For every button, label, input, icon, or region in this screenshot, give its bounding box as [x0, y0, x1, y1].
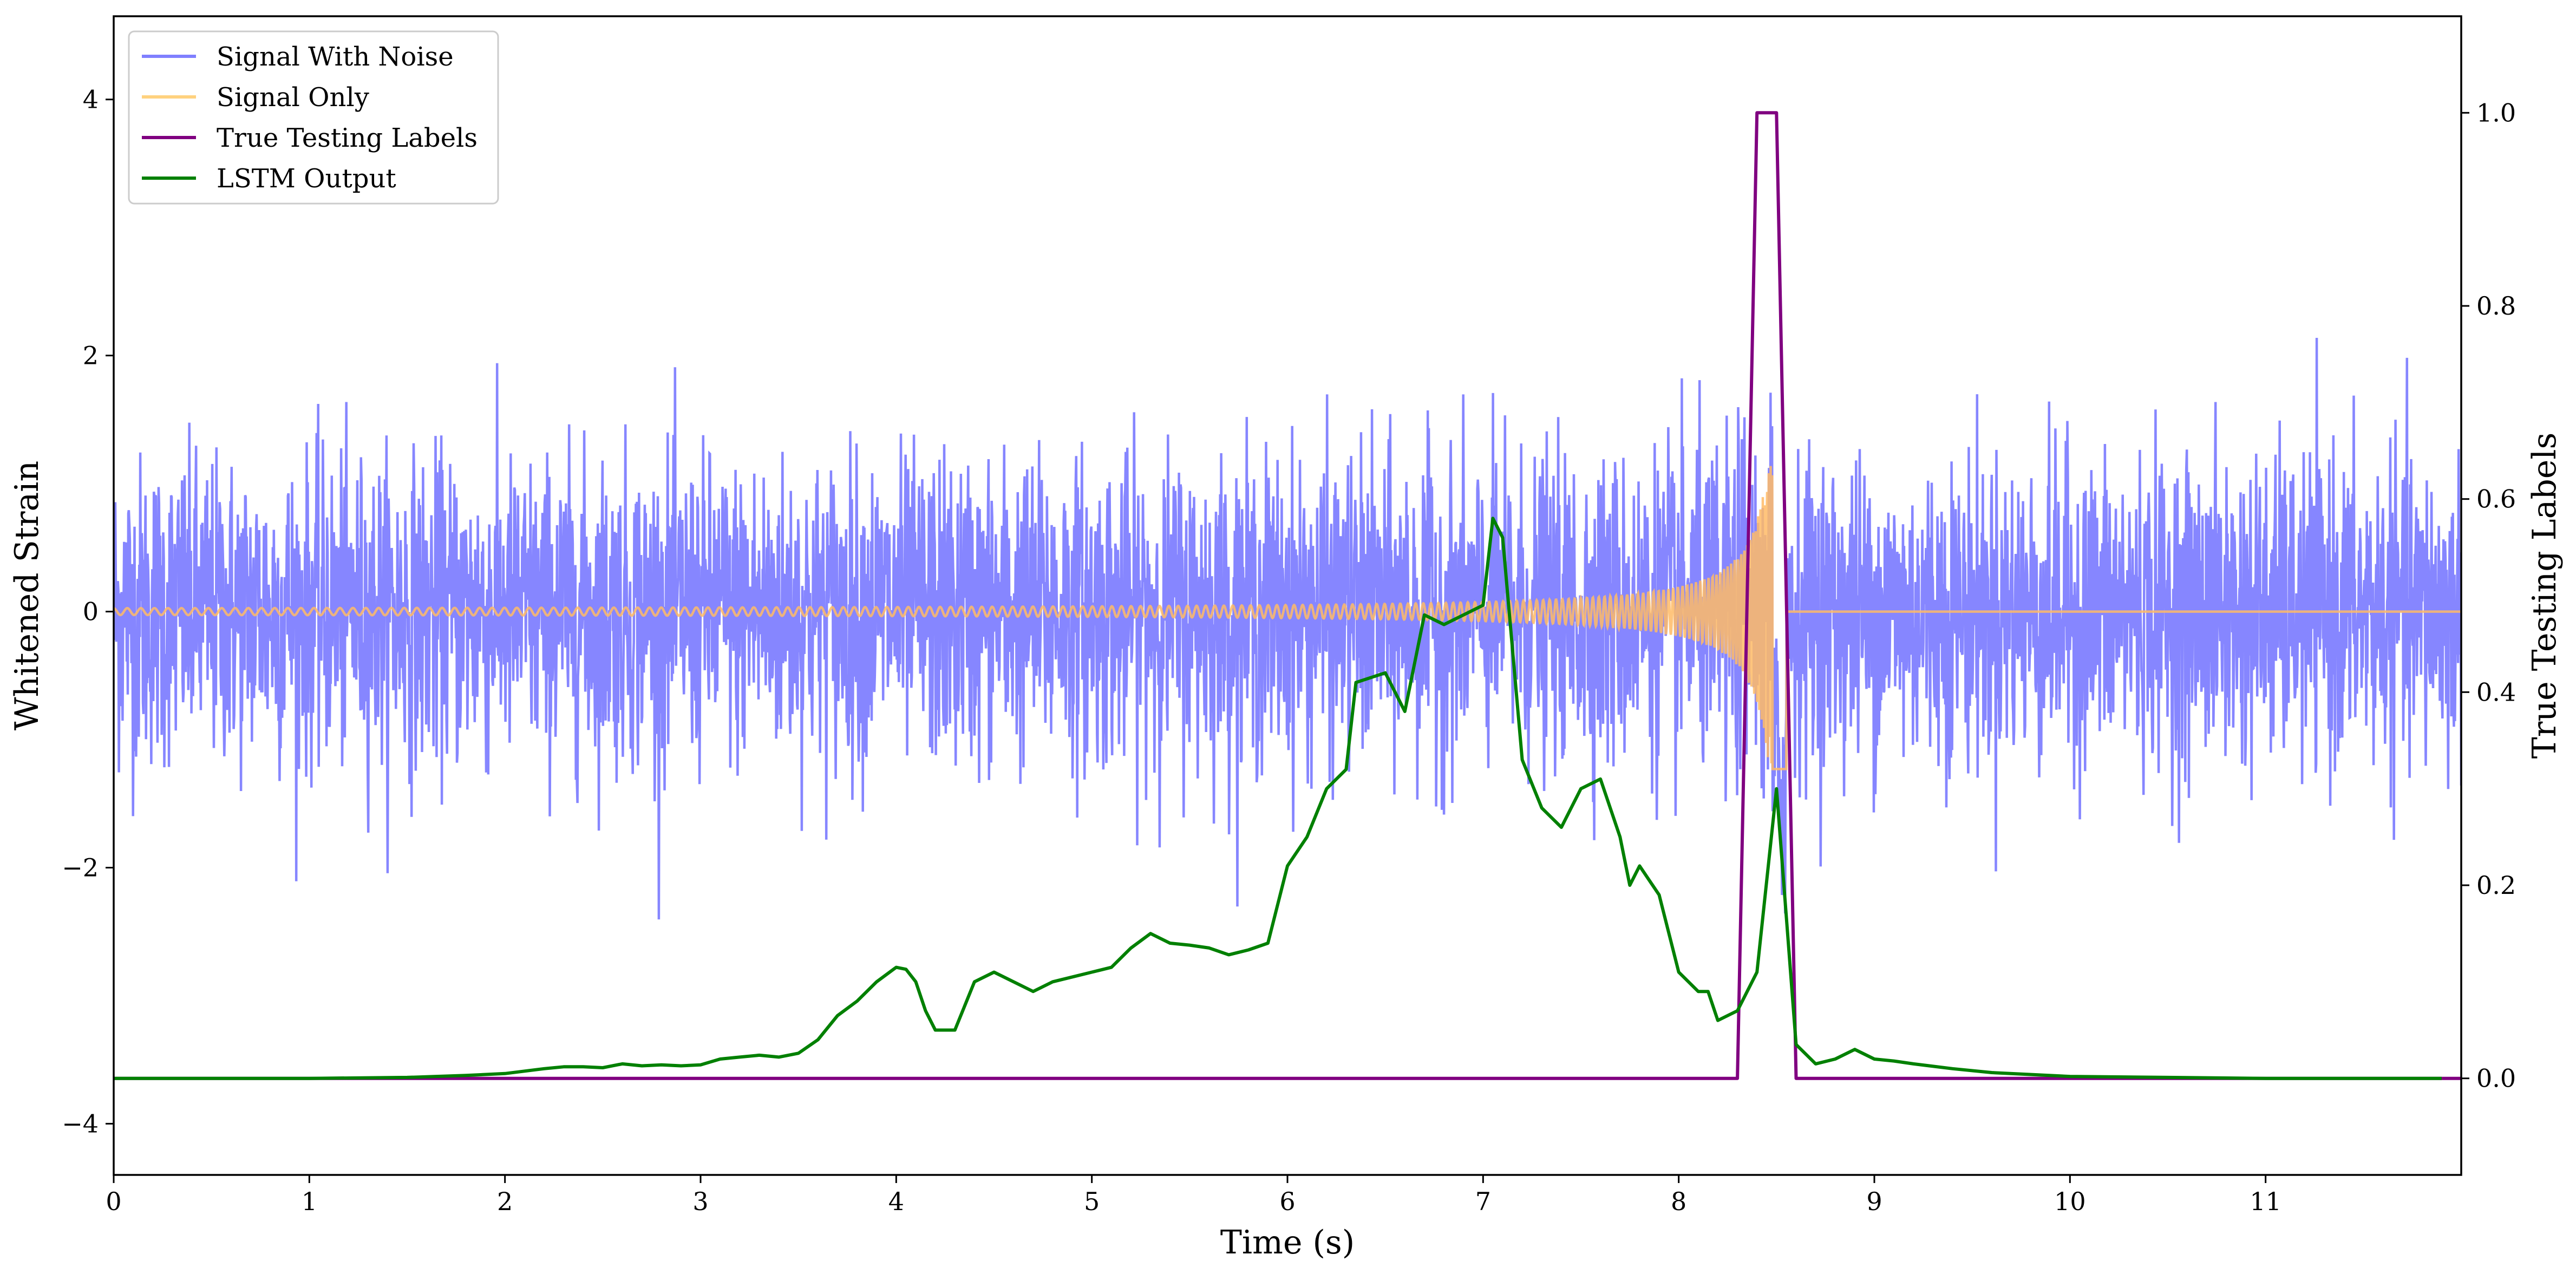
- x-tick-label: 6: [1279, 1187, 1295, 1216]
- series-signal-with-noise: [114, 337, 2461, 920]
- legend-label: LSTM Output: [217, 164, 396, 194]
- y-tick-label-right: 0.4: [2476, 677, 2516, 707]
- legend-label: Signal With Noise: [217, 42, 454, 72]
- x-tick-label: 0: [106, 1187, 121, 1216]
- y-tick-label: −4: [62, 1109, 99, 1138]
- y-tick-label-right: 0.6: [2476, 485, 2516, 514]
- y-axis-label-right: True Testing Labels: [2526, 433, 2564, 759]
- y-tick-label: 2: [83, 341, 99, 370]
- plot-area: [114, 111, 2461, 1080]
- y-tick-label-right: 0.2: [2476, 871, 2516, 900]
- series-lstm-output: [114, 517, 2442, 1080]
- y-tick-label-right: 0.0: [2476, 1064, 2516, 1093]
- x-tick-label: 11: [2250, 1187, 2281, 1216]
- legend-label: Signal Only: [217, 82, 369, 113]
- y-tick-label-right: 0.8: [2476, 291, 2516, 321]
- y-tick-label: 4: [83, 85, 99, 114]
- series-signal-only: [114, 466, 2461, 770]
- x-tick-label: 2: [497, 1187, 513, 1216]
- x-tick-label: 3: [692, 1187, 708, 1216]
- x-tick-label: 8: [1671, 1187, 1686, 1216]
- x-tick-label: 10: [2054, 1187, 2086, 1216]
- x-tick-label: 5: [1084, 1187, 1100, 1216]
- y-tick-label: −2: [62, 853, 99, 882]
- legend-label: True Testing Labels: [217, 123, 478, 153]
- y-tick-label: 0: [83, 597, 99, 626]
- y-tick-label-right: 1.0: [2476, 98, 2516, 127]
- legend-box: [128, 30, 499, 205]
- x-tick-label: 7: [1475, 1187, 1491, 1216]
- axes: 0 1 2 3 4 5 6 7 8 9 10 11 −4 −2 0 2 4 0.0 0.2 0.4 0.6 0.8 1.0: [62, 15, 2516, 1216]
- legend: Signal With Noise Signal Only True Testing…: [128, 30, 499, 205]
- x-tick-label: 9: [1866, 1187, 1882, 1216]
- x-tick-label: 4: [888, 1187, 904, 1216]
- series-true-testing-labels: [114, 111, 2461, 1080]
- x-axis-label: Time (s): [1220, 1224, 1355, 1262]
- x-tick-label: 1: [302, 1187, 317, 1216]
- y-axis-label: Whitened Strain: [8, 461, 46, 730]
